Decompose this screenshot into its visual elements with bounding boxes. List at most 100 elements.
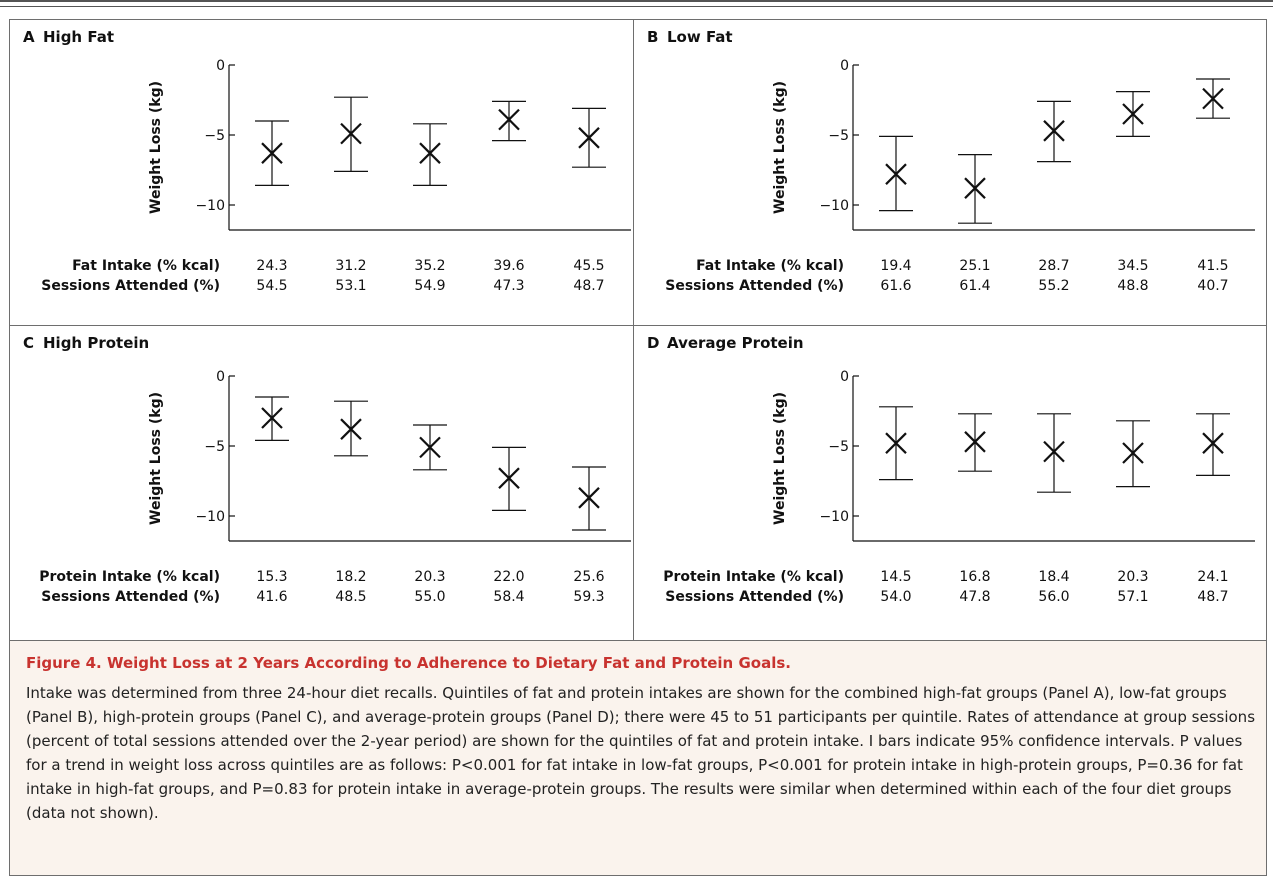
y-tick-label: 0 bbox=[840, 58, 849, 74]
sessions-value: 53.1 bbox=[335, 278, 366, 294]
data-point-marker bbox=[340, 122, 362, 145]
sessions-value: 61.6 bbox=[880, 278, 911, 294]
intake-value: 20.3 bbox=[1117, 569, 1148, 585]
data-point-marker bbox=[1122, 442, 1144, 464]
intake-value: 34.5 bbox=[1117, 258, 1148, 274]
intake-value: 25.6 bbox=[573, 569, 604, 585]
data-point-marker bbox=[498, 108, 520, 131]
marker-stroke bbox=[1122, 442, 1144, 464]
intake-value: 15.3 bbox=[256, 569, 287, 585]
data-point-marker bbox=[885, 432, 907, 454]
intake-value: 20.3 bbox=[414, 569, 445, 585]
panel-b-letter: B bbox=[647, 28, 658, 46]
data-point-marker bbox=[419, 436, 441, 459]
sessions-value: 59.3 bbox=[573, 589, 604, 605]
caption-divider bbox=[9, 640, 1267, 641]
data-point-marker bbox=[1202, 432, 1224, 454]
marker-stroke bbox=[885, 163, 907, 185]
y-tick-label: −5 bbox=[204, 439, 225, 455]
panel-b-title: Low Fat bbox=[667, 28, 733, 46]
marker-stroke bbox=[498, 467, 520, 489]
y-tick-label: −5 bbox=[828, 439, 849, 455]
intake-value: 24.3 bbox=[256, 258, 287, 274]
y-tick-label: −5 bbox=[828, 128, 849, 144]
intake-row-label: Protein Intake (% kcal) bbox=[663, 569, 844, 585]
y-axis-label: Weight Loss (kg) bbox=[772, 81, 788, 214]
intake-row-label: Fat Intake (% kcal) bbox=[696, 258, 844, 274]
sessions-value: 41.6 bbox=[256, 589, 287, 605]
panel-divider-horizontal bbox=[9, 325, 1267, 326]
intake-value: 45.5 bbox=[573, 258, 604, 274]
marker-stroke bbox=[261, 142, 283, 164]
panel-divider-vertical bbox=[633, 19, 634, 640]
intake-value: 24.1 bbox=[1197, 569, 1228, 585]
intake-value: 28.7 bbox=[1038, 258, 1069, 274]
sessions-value: 48.7 bbox=[1197, 589, 1228, 605]
intake-value: 18.2 bbox=[335, 569, 366, 585]
sessions-value: 47.8 bbox=[959, 589, 990, 605]
sessions-row-label: Sessions Attended (%) bbox=[665, 278, 844, 294]
data-point-marker bbox=[261, 142, 283, 164]
marker-stroke bbox=[885, 432, 907, 454]
y-tick-label: 0 bbox=[840, 369, 849, 385]
data-point-marker bbox=[1202, 87, 1224, 110]
sessions-value: 57.1 bbox=[1117, 589, 1148, 605]
sessions-value: 54.9 bbox=[414, 278, 445, 294]
sessions-value: 48.5 bbox=[335, 589, 366, 605]
panel-d-chart: D Average Protein 0 −5 −10 Weight Loss (kg) Pr… bbox=[647, 334, 1255, 605]
data-point-marker bbox=[261, 407, 283, 429]
panel-d-title: Average Protein bbox=[667, 334, 804, 352]
marker-stroke bbox=[1202, 87, 1224, 110]
y-axis-label: Weight Loss (kg) bbox=[148, 81, 164, 214]
y-tick-label: −10 bbox=[195, 198, 225, 214]
marker-stroke bbox=[419, 142, 441, 164]
data-point-marker bbox=[498, 467, 520, 489]
data-point-marker bbox=[1043, 120, 1065, 142]
y-tick-label: −10 bbox=[819, 509, 849, 525]
sessions-value: 40.7 bbox=[1197, 278, 1228, 294]
intake-value: 19.4 bbox=[880, 258, 911, 274]
y-tick-label: 0 bbox=[216, 369, 225, 385]
panel-a-chart: A High Fat 0 −5 −10 Weight Loss (kg) Fat Intak… bbox=[23, 28, 631, 294]
intake-value: 35.2 bbox=[414, 258, 445, 274]
marker-stroke bbox=[340, 122, 362, 145]
sessions-value: 58.4 bbox=[493, 589, 524, 605]
y-tick-label: −10 bbox=[195, 509, 225, 525]
figure-caption-text: Intake was determined from three 24-hour… bbox=[26, 684, 1256, 822]
sessions-row-label: Sessions Attended (%) bbox=[41, 278, 220, 294]
sessions-value: 61.4 bbox=[959, 278, 990, 294]
marker-stroke bbox=[498, 108, 520, 131]
sessions-value: 48.7 bbox=[573, 278, 604, 294]
marker-stroke bbox=[1043, 120, 1065, 142]
marker-stroke bbox=[1043, 440, 1065, 463]
sessions-value: 54.0 bbox=[880, 589, 911, 605]
sessions-value: 48.8 bbox=[1117, 278, 1148, 294]
sessions-value: 55.2 bbox=[1038, 278, 1069, 294]
marker-stroke bbox=[964, 177, 986, 199]
intake-value: 16.8 bbox=[959, 569, 990, 585]
y-axis-label: Weight Loss (kg) bbox=[772, 392, 788, 525]
top-rule bbox=[0, 0, 1273, 2]
data-point-marker bbox=[578, 127, 600, 149]
data-point-marker bbox=[340, 418, 362, 440]
sessions-value: 55.0 bbox=[414, 589, 445, 605]
marker-stroke bbox=[964, 431, 986, 453]
sessions-value: 54.5 bbox=[256, 278, 287, 294]
y-tick-label: −5 bbox=[204, 128, 225, 144]
marker-stroke bbox=[261, 407, 283, 429]
marker-stroke bbox=[578, 487, 600, 509]
intake-value: 31.2 bbox=[335, 258, 366, 274]
marker-stroke bbox=[578, 127, 600, 149]
marker-stroke bbox=[1122, 103, 1144, 125]
marker-stroke bbox=[1202, 432, 1224, 454]
figure-frame bbox=[9, 19, 1267, 876]
data-point-marker bbox=[1043, 440, 1065, 463]
figure-caption: Figure 4. Weight Loss at 2 Years Accordi… bbox=[26, 654, 1256, 825]
marker-stroke bbox=[419, 436, 441, 459]
intake-value: 22.0 bbox=[493, 569, 524, 585]
sessions-value: 56.0 bbox=[1038, 589, 1069, 605]
panel-c-chart: C High Protein 0 −5 −10 Weight Loss (kg) Prote… bbox=[23, 334, 631, 605]
data-point-marker bbox=[1122, 103, 1144, 125]
panel-d-letter: D bbox=[647, 334, 659, 352]
intake-value: 18.4 bbox=[1038, 569, 1069, 585]
